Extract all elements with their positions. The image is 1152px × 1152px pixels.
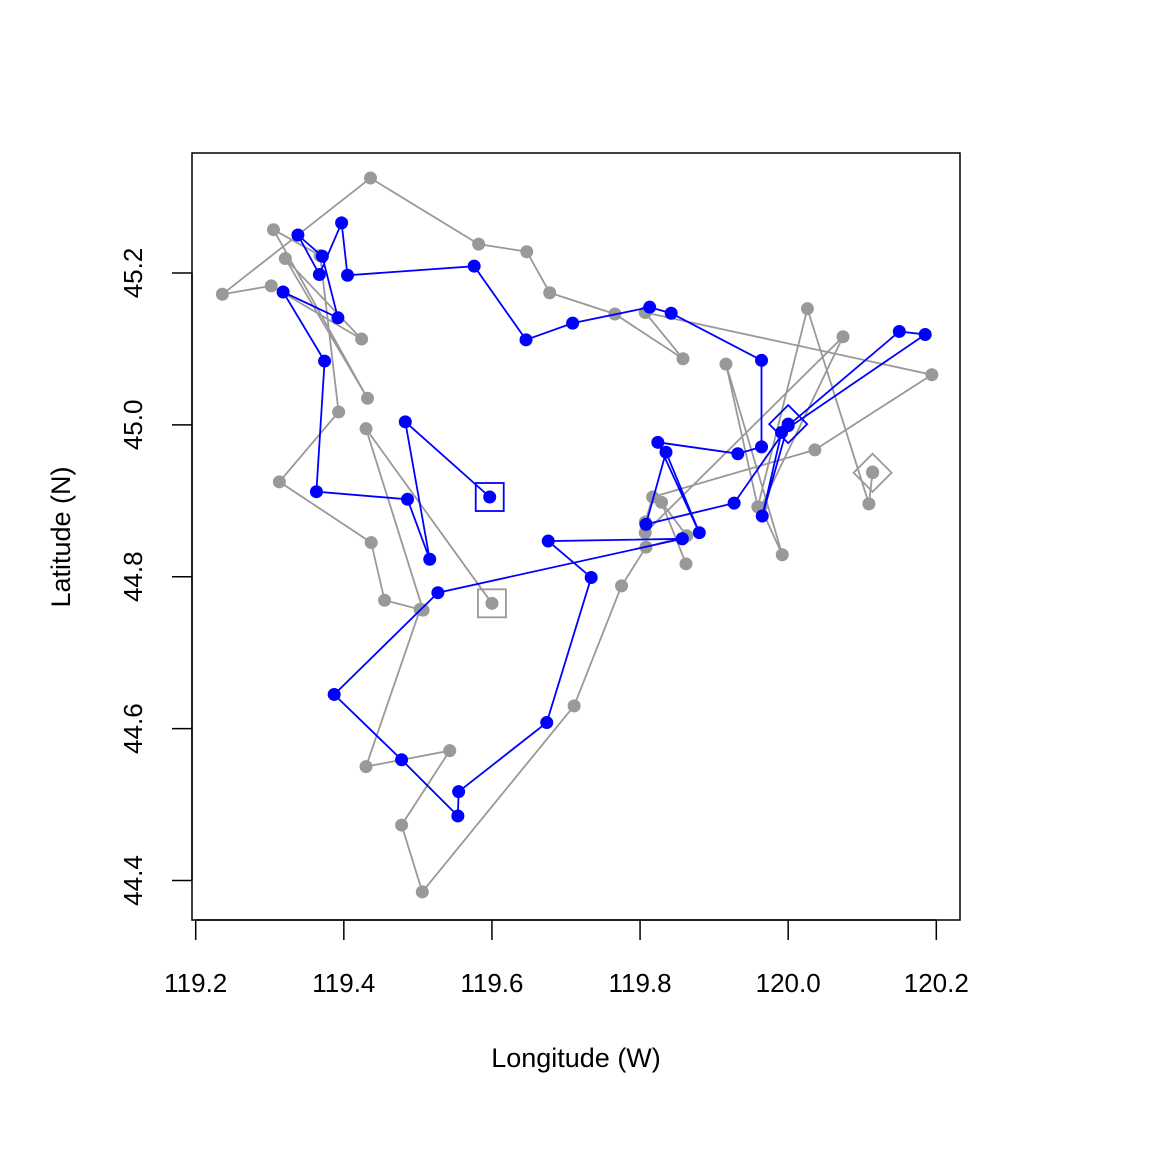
data-point [361, 391, 375, 405]
data-point [615, 579, 629, 593]
data-point [327, 687, 341, 701]
data-point [655, 495, 669, 509]
data-point [727, 496, 741, 510]
data-point [692, 526, 706, 540]
data-point [519, 333, 533, 347]
data-point [808, 443, 822, 457]
series-line [332, 537, 683, 819]
data-point [675, 532, 689, 546]
data-point [540, 716, 554, 730]
data-point [866, 466, 880, 480]
data-point [364, 536, 378, 550]
y-tick-label: 44.6 [118, 703, 148, 754]
data-point [731, 447, 745, 461]
y-tick-label: 44.4 [118, 855, 148, 906]
data-point [651, 435, 665, 449]
data-point [755, 509, 769, 523]
data-point [836, 330, 850, 344]
data-point [276, 285, 290, 299]
x-tick-label: 119.6 [460, 968, 523, 998]
data-point [266, 223, 280, 237]
y-tick-label: 45.2 [118, 248, 148, 299]
data-point [332, 405, 346, 419]
data-point [395, 753, 409, 767]
series-layer [215, 171, 939, 899]
x-axis-label: Longitude (W) [491, 1043, 661, 1073]
x-tick-label: 119.2 [164, 968, 227, 998]
data-point [272, 475, 286, 489]
data-point [415, 885, 429, 899]
end-marker [852, 452, 893, 493]
data-point [775, 548, 789, 562]
start-marker [477, 588, 507, 619]
data-point [755, 440, 769, 454]
data-point [543, 286, 557, 300]
data-point [584, 571, 598, 585]
y-axis: 44.4 44.6 44.8 45.0 45.2 [118, 248, 193, 906]
data-point [483, 490, 497, 504]
data-point [215, 287, 229, 301]
data-point [451, 809, 465, 823]
data-point [318, 354, 332, 368]
data-point [781, 417, 795, 431]
data-point [452, 785, 466, 799]
data-point [359, 422, 373, 436]
data-point [566, 316, 580, 330]
data-point [925, 368, 939, 382]
data-point [472, 237, 486, 251]
data-point [755, 353, 769, 367]
data-point [401, 492, 415, 506]
data-point [892, 324, 906, 338]
series-1 [276, 216, 932, 823]
data-point [659, 445, 673, 459]
y-tick-label: 44.8 [118, 551, 148, 602]
x-tick-label: 120.0 [756, 968, 821, 998]
end-marker [767, 403, 809, 445]
data-point [355, 332, 369, 346]
data-point [485, 596, 499, 610]
y-axis-label: Latitude (N) [46, 466, 76, 607]
data-point [278, 252, 292, 266]
data-point [567, 699, 581, 713]
x-tick-label: 120.2 [904, 968, 969, 998]
data-point [423, 552, 437, 566]
data-point [341, 268, 355, 282]
data-point [291, 228, 305, 242]
data-point [309, 485, 323, 499]
x-tick-label: 119.4 [312, 968, 375, 998]
data-point [467, 259, 481, 273]
data-point [520, 245, 534, 259]
data-point [398, 415, 412, 429]
data-point [862, 497, 876, 511]
data-point [359, 760, 373, 774]
data-point [335, 216, 349, 230]
data-point [395, 818, 409, 832]
x-axis: 119.2 119.4 119.6 119.8 120.0 120.2 [164, 919, 969, 998]
data-point [664, 306, 678, 320]
data-point [541, 534, 555, 548]
data-point [918, 327, 932, 341]
data-point [331, 311, 345, 325]
data-point [676, 352, 690, 366]
data-point [363, 171, 377, 185]
data-point [264, 279, 278, 293]
y-tick-label: 45.0 [118, 400, 148, 451]
data-point [315, 249, 329, 263]
data-point [719, 357, 733, 371]
data-point [312, 268, 326, 282]
data-point [800, 302, 814, 316]
data-point [431, 586, 445, 600]
start-marker [474, 482, 505, 512]
x-tick-label: 119.8 [608, 968, 671, 998]
data-point [679, 557, 693, 571]
data-point [378, 593, 392, 607]
data-point [443, 744, 457, 758]
data-point [639, 517, 653, 531]
data-point [643, 300, 657, 314]
